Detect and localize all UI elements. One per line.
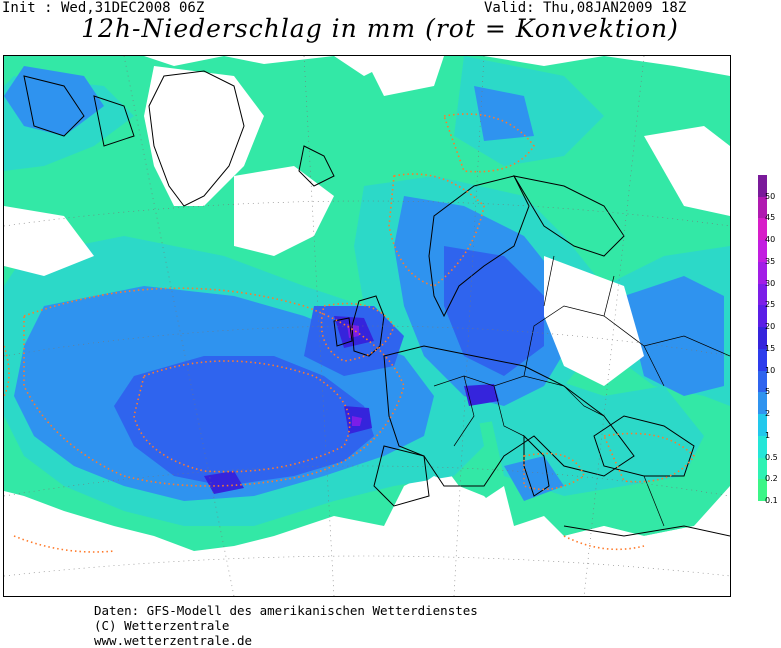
legend-label: 5: [765, 387, 771, 397]
coastlines: [23, 70, 730, 537]
legend-swatch: [758, 261, 767, 284]
legend-swatch: [758, 240, 767, 262]
precipitation-map: [3, 55, 731, 597]
legend-label: 50: [765, 191, 776, 201]
legend-swatch: [758, 175, 767, 197]
legend-label: 2: [765, 409, 771, 419]
legend-color-bar: [758, 175, 767, 501]
no-precip-areas: [4, 56, 730, 596]
init-time-label: Init : Wed,31DEC2008 06Z: [2, 0, 205, 16]
legend-label: 10: [765, 365, 776, 375]
graticule: [4, 56, 730, 596]
legend-swatch: [758, 305, 767, 328]
legend-swatch: [758, 370, 767, 393]
legend-swatch: [758, 196, 767, 219]
legend-swatch: [758, 392, 767, 415]
chart-title: 12h-Niederschlag in mm (rot = Konvektion…: [81, 14, 679, 43]
footer-copyright: (C) Wetterzentrale: [94, 618, 230, 633]
legend-label: 20: [765, 322, 776, 332]
country-borders: [433, 255, 730, 527]
legend-label: 1: [765, 430, 771, 440]
legend-swatch: [758, 457, 767, 480]
valid-time-label: Valid: Thu,08JAN2009 18Z: [484, 0, 687, 16]
legend-label: 45: [765, 213, 776, 223]
legend-swatch: [758, 283, 767, 306]
convection-contours: [4, 113, 696, 553]
legend-label: 35: [765, 256, 776, 266]
legend-label: 0.5: [765, 452, 778, 462]
legend-label: 0.2: [765, 474, 778, 484]
legend-swatch: [758, 435, 767, 458]
footer-website: www.wetterzentrale.de: [94, 633, 253, 648]
legend-swatch: [758, 218, 767, 241]
legend-label: 15: [765, 343, 776, 353]
legend-label: 40: [765, 235, 776, 245]
map-canvas: [4, 56, 730, 596]
legend-swatch: [758, 414, 767, 436]
legend-label: 30: [765, 278, 776, 288]
footer: Daten: GFS-Modell des amerikanischen Wet…: [94, 603, 478, 648]
precipitation-legend: 0.1 0.2 0.5 1 2 5 10 15 20 25 30 35 40 45 50: [752, 167, 780, 507]
legend-swatch: [758, 327, 767, 349]
footer-data-source: Daten: GFS-Modell des amerikanischen Wet…: [94, 603, 478, 618]
legend-label: 0.1: [765, 496, 778, 505]
legend-swatch: [758, 348, 767, 371]
legend-label: 25: [765, 300, 776, 310]
legend-swatch: [758, 479, 767, 501]
